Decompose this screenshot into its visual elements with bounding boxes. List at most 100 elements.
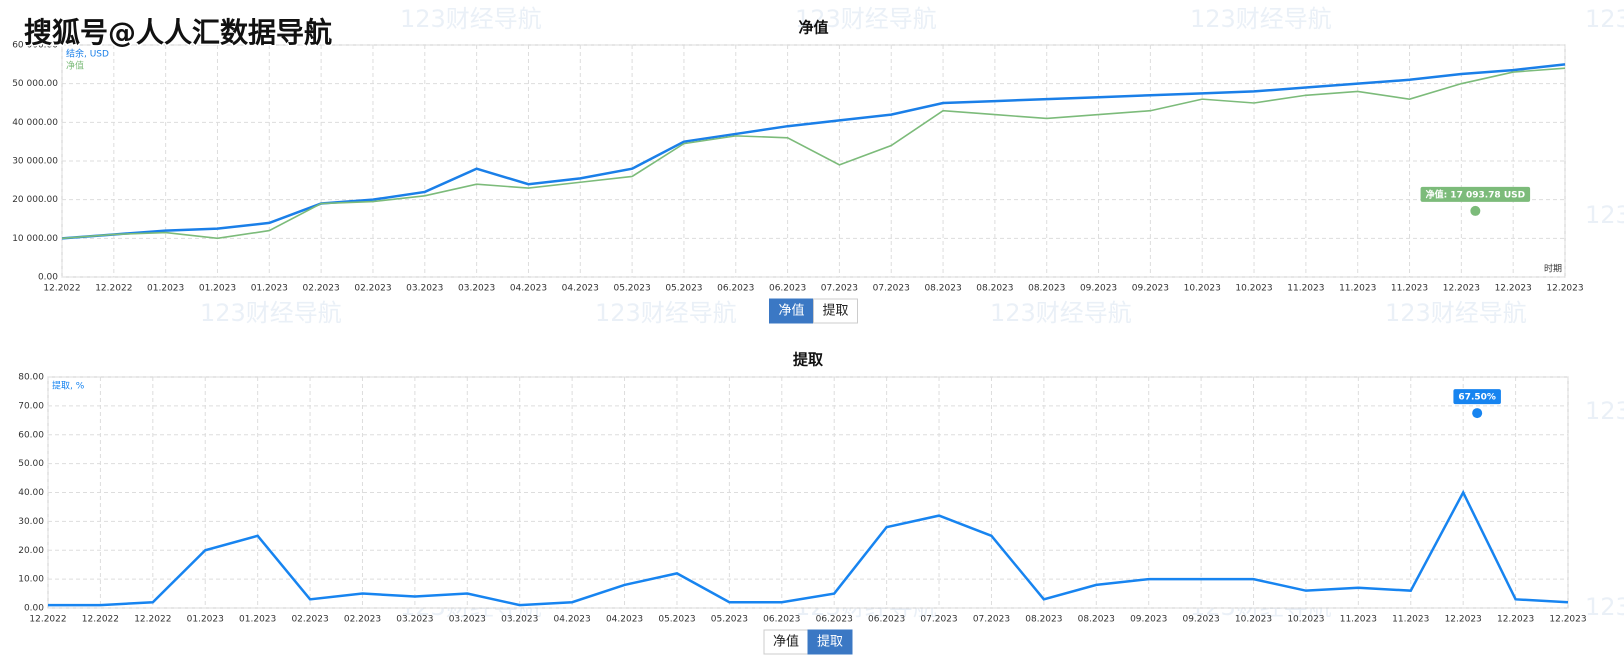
tab-button[interactable] <box>807 629 853 655</box>
y-tick-label: 30.00 <box>18 517 44 527</box>
y-tick-label: 10.00 <box>18 575 44 585</box>
annotation-point <box>1472 408 1483 419</box>
x-tick-label: 08.2023 <box>1028 284 1065 294</box>
watermark: 搜狐号@人人汇数据导航 <box>24 16 332 49</box>
y-tick-label: 30 000.00 <box>12 157 58 167</box>
x-tick-label: 06.2023 <box>763 615 800 625</box>
y-tick-label: 70.00 <box>18 401 44 411</box>
x-tick-label: 11.2023 <box>1392 615 1429 625</box>
watermark-tile: 123财经导航 <box>795 5 937 33</box>
x-tick-label: 07.2023 <box>873 284 910 294</box>
watermark-tile: 123财经导航 <box>595 299 737 327</box>
annotation-box <box>1453 389 1501 405</box>
tab-label[interactable]: 净值 <box>778 303 804 319</box>
x-tick-label: 09.2023 <box>1182 615 1219 625</box>
x-tick-label: 03.2023 <box>501 615 538 625</box>
x-tick-label: 04.2023 <box>562 284 599 294</box>
tab-button[interactable] <box>813 298 858 324</box>
x-tick-label: 07.2023 <box>821 284 858 294</box>
x-tick-label: 06.2023 <box>769 284 806 294</box>
x-tick-label: 04.2023 <box>606 615 643 625</box>
x-tick-label: 12.2023 <box>1497 615 1534 625</box>
x-tick-label: 12.2022 <box>29 615 66 625</box>
x-tick-label: 10.2023 <box>1235 615 1272 625</box>
y-tick-label: 50 000.00 <box>12 79 58 89</box>
x-tick-label: 12.2023 <box>1443 284 1480 294</box>
y-tick-label: 0.00 <box>24 604 44 614</box>
x-tick-label: 01.2023 <box>239 615 276 625</box>
watermark-tile: 123财经导航 <box>1585 397 1624 425</box>
x-tick-label: 02.2023 <box>354 284 391 294</box>
y-tick-label: 10 000.00 <box>12 234 58 244</box>
x-axis-label: 时期 <box>1544 263 1562 275</box>
y-tick-label: 40 000.00 <box>12 118 58 128</box>
x-tick-label: 12.2022 <box>82 615 119 625</box>
watermark-tile: 123财经导航 <box>400 5 542 33</box>
series-line <box>48 489 1569 607</box>
chart-title: 提取 <box>793 351 824 369</box>
x-tick-label: 10.2023 <box>1287 615 1324 625</box>
x-tick-label: 11.2023 <box>1287 284 1324 294</box>
legend-entry: 提取, % <box>52 381 85 392</box>
x-tick-label: 08.2023 <box>924 284 961 294</box>
series-line <box>61 67 1566 240</box>
series-line <box>61 63 1566 240</box>
x-tick-label: 12.2023 <box>1549 615 1586 625</box>
x-tick-label: 12.2023 <box>1445 615 1482 625</box>
x-tick-label: 03.2023 <box>449 615 486 625</box>
annotation-label: 净值: 17 093.78 USD <box>1426 188 1526 200</box>
x-tick-label: 05.2023 <box>711 615 748 625</box>
y-tick-label: 50.00 <box>18 459 44 469</box>
x-tick-label: 06.2023 <box>717 284 754 294</box>
annotation-box <box>1420 186 1531 202</box>
x-tick-label: 09.2023 <box>1080 284 1117 294</box>
y-tick-label: 60 000.00 <box>12 41 58 51</box>
tab-label[interactable]: 提取 <box>817 634 843 650</box>
x-tick-label: 05.2023 <box>665 284 702 294</box>
annotation-label: 67.50% <box>1458 393 1496 403</box>
x-tick-label: 03.2023 <box>458 284 495 294</box>
chart: 净值 0.00 10 000.00 20 000.00 30 000.00 40 000.… <box>12 19 1584 324</box>
x-tick-label: 06.2023 <box>868 615 905 625</box>
watermark-tile: 123财经导航 <box>1585 201 1624 229</box>
x-tick-label: 12.2022 <box>43 284 80 294</box>
x-tick-label: 12.2023 <box>1495 284 1532 294</box>
x-tick-label: 02.2023 <box>291 615 328 625</box>
annotation-point <box>1470 205 1481 216</box>
x-tick-label: 04.2023 <box>510 284 547 294</box>
y-tick-label: 20 000.00 <box>12 195 58 205</box>
watermark-tile: 123财经导航 <box>1190 5 1332 33</box>
x-tick-label: 03.2023 <box>406 284 443 294</box>
x-tick-label: 08.2023 <box>1078 615 1115 625</box>
watermark-tile: 123财经导航 <box>1585 593 1624 621</box>
watermark-tile: 123财经导航 <box>1385 299 1527 327</box>
watermark-tile: 123财经导航 <box>1585 5 1624 33</box>
x-tick-label: 04.2023 <box>554 615 591 625</box>
y-tick-label: 0.00 <box>38 273 58 283</box>
tab-label[interactable]: 提取 <box>822 303 848 319</box>
legend-entry: 净值 <box>66 60 84 72</box>
x-tick-label: 05.2023 <box>658 615 695 625</box>
chart-title: 净值 <box>798 19 828 37</box>
x-tick-label: 03.2023 <box>396 615 433 625</box>
x-tick-label: 11.2023 <box>1391 284 1428 294</box>
x-tick-label: 06.2023 <box>816 615 853 625</box>
y-tick-label: 20.00 <box>18 546 44 556</box>
x-tick-label: 11.2023 <box>1340 615 1377 625</box>
y-tick-label: 80.00 <box>18 373 44 383</box>
x-tick-label: 10.2023 <box>1184 284 1221 294</box>
watermark-tile: 123财经导航 <box>990 299 1132 327</box>
x-tick-label: 02.2023 <box>303 284 340 294</box>
x-tick-label: 02.2023 <box>344 615 381 625</box>
x-tick-label: 12.2023 <box>1546 284 1583 294</box>
charts: 净值 0.00 10 000.00 20 000.00 30 000.00 40 000.… <box>12 19 1587 655</box>
x-tick-label: 07.2023 <box>920 615 957 625</box>
x-tick-label: 12.2022 <box>134 615 171 625</box>
y-tick-label: 60.00 <box>18 430 44 440</box>
x-tick-label: 12.2022 <box>95 284 132 294</box>
tab-label[interactable]: 净值 <box>773 634 799 650</box>
x-tick-label: 08.2023 <box>976 284 1013 294</box>
tab-button[interactable] <box>763 629 809 655</box>
chart: 提取 0.00 10.00 20.00 30.00 40.00 50.00 60.00 70.0… <box>18 351 1587 655</box>
